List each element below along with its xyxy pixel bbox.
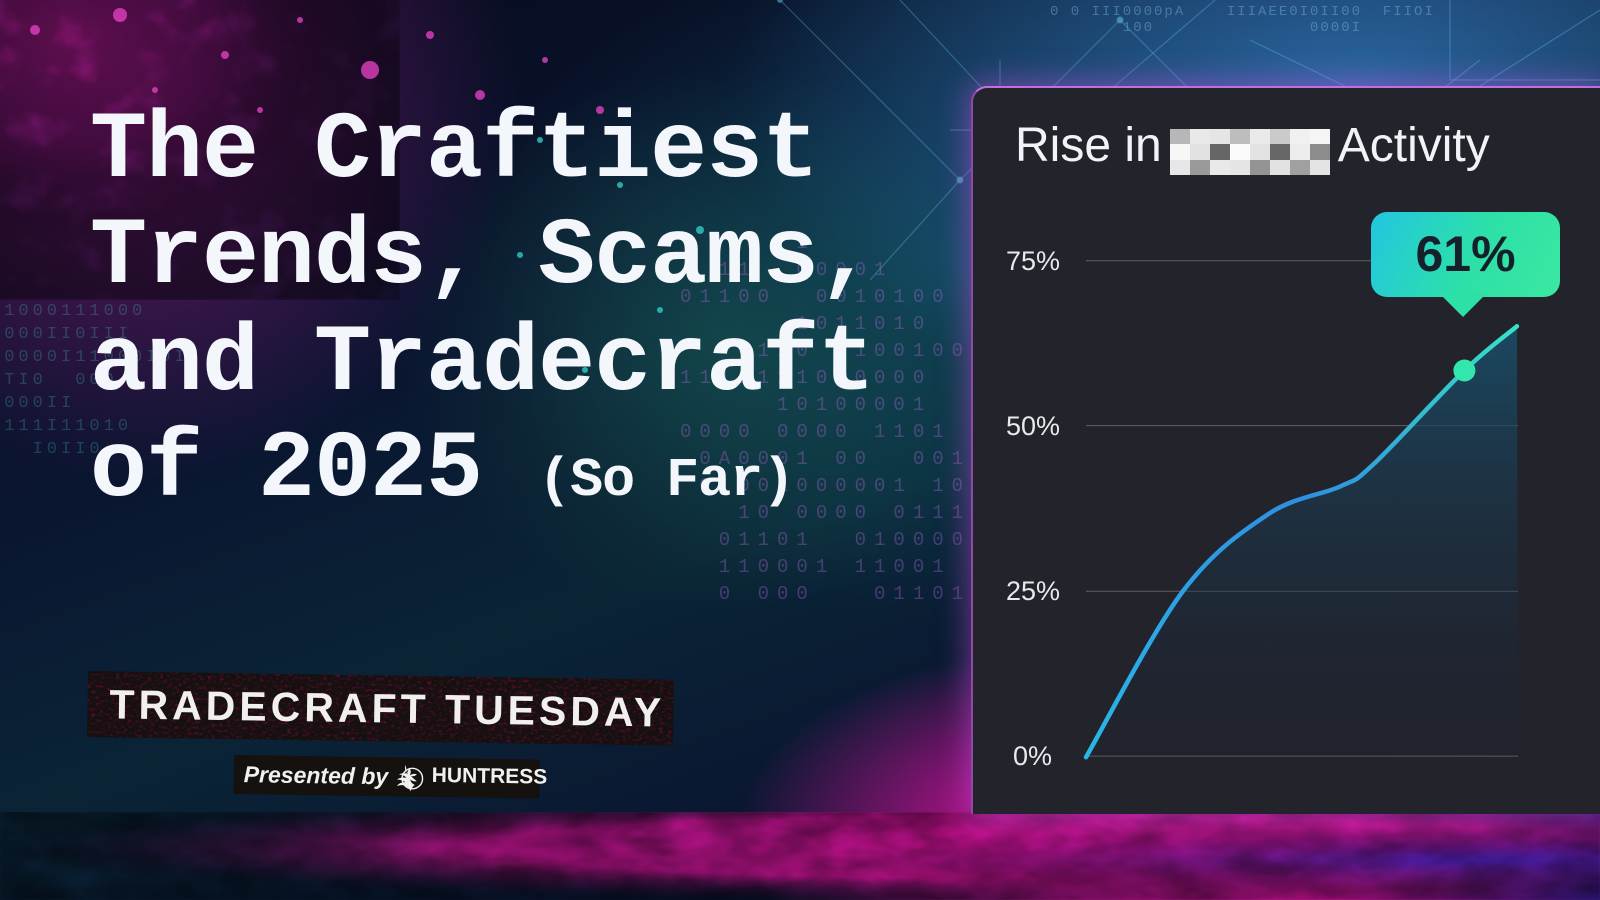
svg-text:0%: 0% [1013,741,1052,771]
svg-text:25%: 25% [1006,576,1060,606]
svg-text:50%: 50% [1006,411,1060,441]
svg-text:75%: 75% [1006,246,1060,276]
